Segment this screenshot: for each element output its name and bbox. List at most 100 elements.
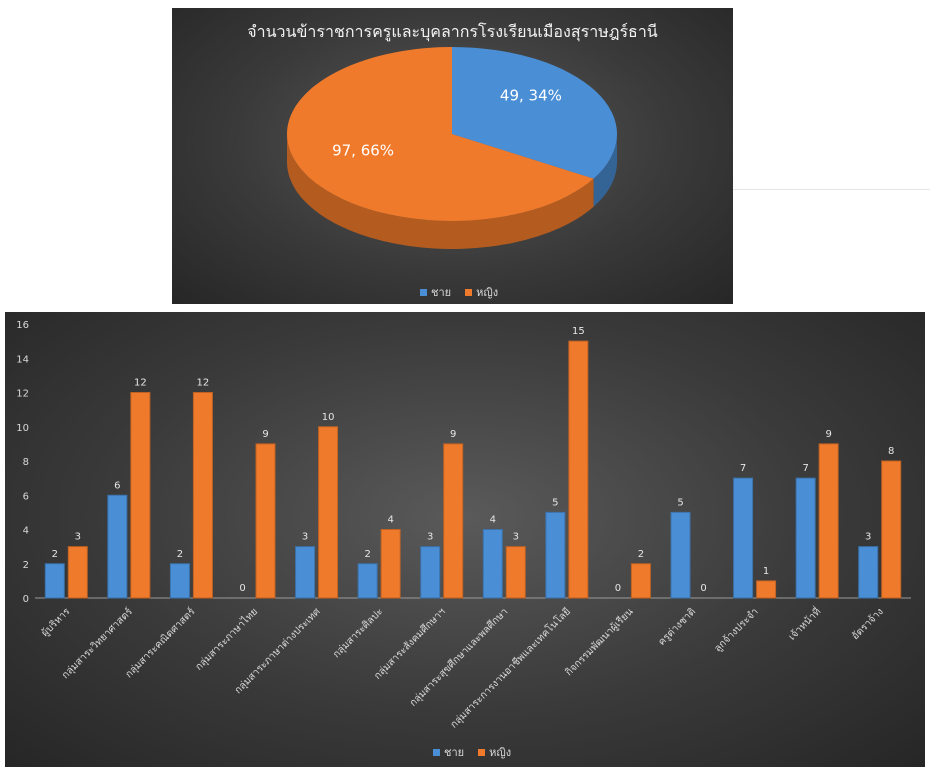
bar-female xyxy=(318,426,339,599)
bar-value-label: 6 xyxy=(114,480,120,491)
bar-female xyxy=(818,443,839,599)
bar-value-label: 3 xyxy=(75,532,81,543)
bar-female xyxy=(630,563,651,599)
bar-male xyxy=(44,563,65,599)
bar-male xyxy=(295,546,316,599)
bar-legend: ชาย หญิง xyxy=(433,743,511,761)
bar-male xyxy=(545,511,566,599)
legend-swatch-male xyxy=(420,288,427,296)
bar-value-label: 7 xyxy=(802,463,808,474)
pie-label-male: 49, 34% xyxy=(500,86,562,104)
bar-male xyxy=(169,563,190,599)
bar-value-label: 2 xyxy=(177,549,183,560)
x-tick-label: กลุ่มสาระคณิตศาสตร์ xyxy=(123,605,198,680)
pie-slice-female xyxy=(286,47,594,222)
bar-male xyxy=(482,529,503,599)
x-tick-label: กิจกรรมพัฒนาผู้เรียน xyxy=(563,606,636,679)
bar-female xyxy=(443,443,464,599)
bar-value-label: 8 xyxy=(888,446,894,457)
pie-slice-male xyxy=(452,47,617,179)
x-tick-label: กลุ่มสาระวิทยาศาสตร์ xyxy=(59,605,135,681)
bar-value-label: 0 xyxy=(700,583,706,594)
bar-value-label: 7 xyxy=(740,463,746,474)
x-tick-label: กลุ่มสาระสุขศึกษาและพลศึกษา xyxy=(407,606,510,709)
y-tick-label: 4 xyxy=(23,526,29,537)
legend-swatch-female xyxy=(465,288,473,296)
bar-legend-swatch-female xyxy=(478,748,486,756)
bar-value-label: 3 xyxy=(302,532,308,543)
bar-value-label: 2 xyxy=(364,549,370,560)
bar-value-label: 3 xyxy=(427,532,433,543)
x-tick-label: กลุ่มสาระสังคมศึกษาฯ xyxy=(372,606,448,682)
legend-label-male: ชาย xyxy=(431,286,452,299)
bar-value-label: 4 xyxy=(387,515,393,526)
bar-male xyxy=(357,563,378,599)
bar-value-label: 10 xyxy=(322,412,335,423)
bar-female xyxy=(130,392,151,599)
x-tick-label: ผู้บริหาร xyxy=(39,605,73,639)
bar-male xyxy=(858,546,879,599)
bar-female xyxy=(568,340,589,599)
y-tick-label: 8 xyxy=(23,457,29,468)
pie-chart-panel: จำนวนข้าราชการครูและบุคลากรโรงเรียนเมือง… xyxy=(172,8,733,304)
y-tick-label: 10 xyxy=(16,423,29,434)
pie-side-male xyxy=(593,134,617,207)
y-tick-label: 2 xyxy=(23,560,29,571)
bar-legend-item-male: ชาย xyxy=(433,743,464,761)
bar-value-label: 9 xyxy=(262,429,268,440)
bar-female xyxy=(255,443,276,599)
x-tick-label: กลุ่มสาระศิลปะ xyxy=(331,606,385,660)
bar-male xyxy=(420,546,441,599)
bar-female xyxy=(505,546,526,599)
pie-label-female: 97, 66% xyxy=(332,142,394,160)
legend-item-female: หญิง xyxy=(465,283,498,301)
bar-female xyxy=(756,580,777,599)
bar-value-label: 4 xyxy=(490,515,496,526)
bar-male xyxy=(733,477,754,599)
bar-female xyxy=(881,460,902,599)
divider-line xyxy=(733,189,930,190)
bar-female xyxy=(380,529,401,599)
bar-male xyxy=(670,511,691,599)
bar-female xyxy=(192,392,213,599)
bar-chart-panel: 0 2 4 6 8 10 12 14 16 2 3 ผู้บริหาร 6 12 กลุ่มสาระวิทย… xyxy=(5,312,925,767)
bar-value-label: 2 xyxy=(52,549,58,560)
legend-label-female: หญิง xyxy=(476,286,499,299)
bar-legend-label-male: ชาย xyxy=(444,746,465,759)
x-tick-label: กลุ่มสาระการงานอาชีพและเทคโนโลยี xyxy=(447,605,573,731)
y-tick-label: 16 xyxy=(16,320,29,331)
bar-male xyxy=(107,494,128,599)
bar-value-label: 12 xyxy=(197,378,210,389)
y-tick-label: 6 xyxy=(23,491,29,502)
legend-item-male: ชาย xyxy=(420,283,451,301)
bar-value-label: 1 xyxy=(763,566,769,577)
y-tick-label: 12 xyxy=(16,389,29,400)
bar-legend-swatch-male xyxy=(433,748,440,756)
bar-value-label: 3 xyxy=(865,532,871,543)
bar-value-label: 3 xyxy=(513,532,519,543)
x-tick-label: อัตราจ้าง xyxy=(849,606,886,643)
pie-legend: ชาย หญิง xyxy=(420,283,498,301)
x-tick-label: ลูกจ้างประจำ xyxy=(712,606,761,655)
bar-value-label: 0 xyxy=(239,583,245,594)
bar-value-label: 12 xyxy=(134,378,147,389)
bar-legend-item-female: หญิง xyxy=(478,743,511,761)
bar-legend-label-female: หญิง xyxy=(489,746,512,759)
bar-value-label: 9 xyxy=(825,429,831,440)
bar-value-label: 0 xyxy=(615,583,621,594)
bar-chart: 024681012141623ผู้บริหาร612กลุ่มสาระวิทย… xyxy=(16,320,911,731)
x-tick-label: เจ้าหน้าที่ xyxy=(785,604,824,643)
pie-chart-title: จำนวนข้าราชการครูและบุคลากรโรงเรียนเมือง… xyxy=(247,22,658,41)
pie-chart: 49, 34% 97, 66% xyxy=(286,47,617,249)
x-tick-label: กลุ่มสาระภาษาไทย xyxy=(193,606,260,673)
bar-value-label: 5 xyxy=(677,497,683,508)
bar-value-label: 2 xyxy=(638,549,644,560)
bar-female xyxy=(67,546,88,599)
y-tick-label: 14 xyxy=(16,354,29,365)
bar-value-label: 15 xyxy=(572,326,585,337)
pie-side-female xyxy=(287,134,594,249)
bar-male xyxy=(795,477,816,599)
bar-value-label: 5 xyxy=(552,497,558,508)
bar-value-label: 9 xyxy=(450,429,456,440)
y-tick-label: 0 xyxy=(23,594,29,605)
